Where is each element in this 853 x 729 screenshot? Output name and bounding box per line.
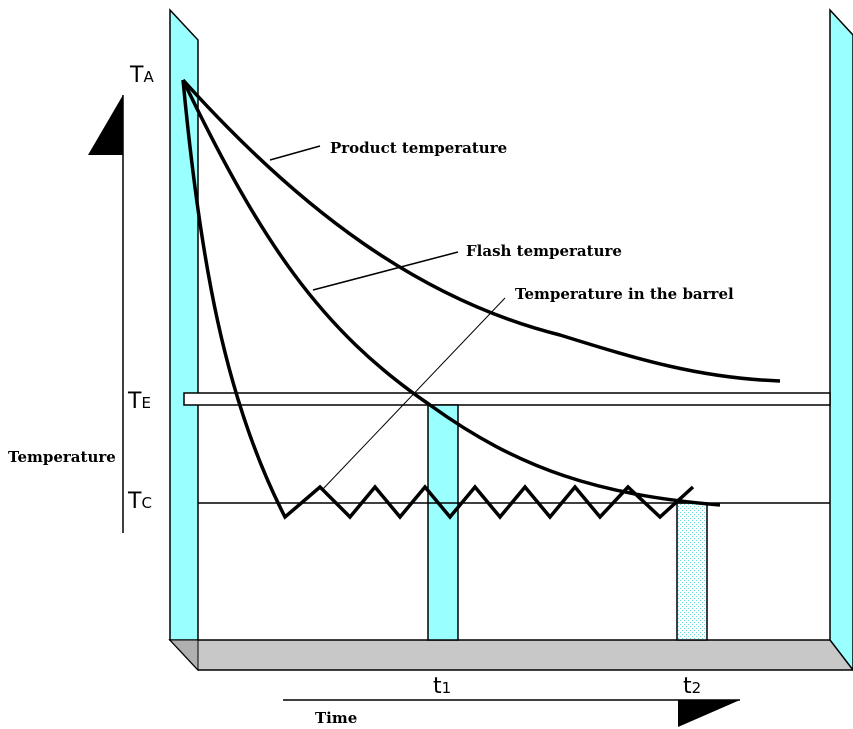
te-level-label: TE xyxy=(127,389,151,414)
product-temperature-curve xyxy=(181,78,781,383)
x-axis-label: Time xyxy=(315,709,357,727)
floor-slab xyxy=(168,639,853,671)
t1-mark-label: t1 xyxy=(433,674,451,699)
ta-level-label: TA xyxy=(129,63,154,88)
t2-column xyxy=(676,502,708,641)
flash-temperature-curve xyxy=(181,79,721,507)
flash-label-leader xyxy=(312,251,459,291)
y-axis-label: Temperature xyxy=(8,448,116,466)
barrel-label-leader xyxy=(321,297,506,491)
tc-level-label: TC xyxy=(127,489,152,514)
product-temperature-label: Product temperature xyxy=(330,139,507,157)
te-band xyxy=(183,392,831,406)
barrel-temperature-curve xyxy=(181,79,695,520)
product-label-leader xyxy=(269,145,321,161)
flash-temperature-label: Flash temperature xyxy=(466,242,622,260)
barrel-temperature-label: Temperature in the barrel xyxy=(515,285,734,303)
right-panel-side xyxy=(829,8,853,672)
x-axis-arrowhead xyxy=(678,700,740,727)
t1-column xyxy=(427,404,459,641)
t2-mark-label: t2 xyxy=(683,674,701,699)
y-axis-arrowhead xyxy=(88,95,123,155)
left-panel-floor-edge xyxy=(168,639,199,672)
